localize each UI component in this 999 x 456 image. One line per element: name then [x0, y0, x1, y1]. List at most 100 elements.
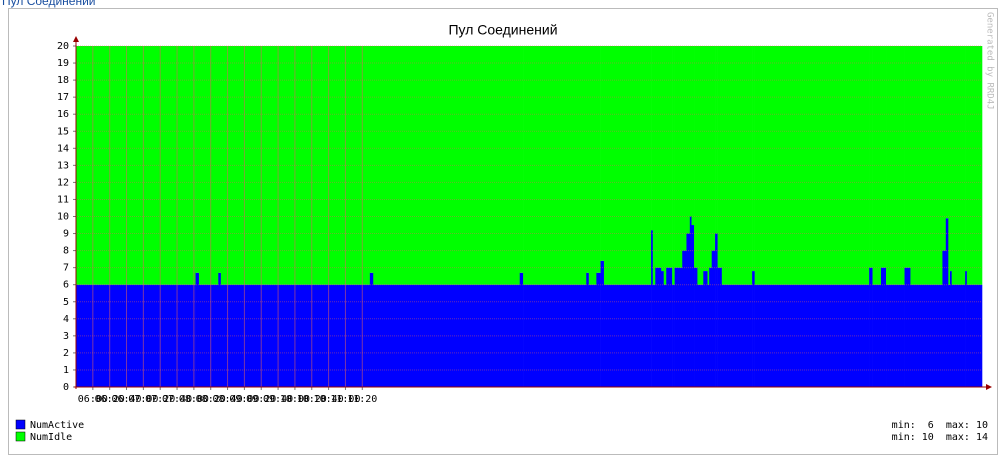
- area-segment: [694, 267, 698, 387]
- area-segment: [600, 46, 605, 261]
- area-segment: [666, 267, 673, 387]
- x-tick-label: 11:20: [347, 394, 377, 405]
- area-segment: [910, 46, 943, 285]
- area-segment: [373, 284, 521, 387]
- area-segment: [686, 46, 691, 234]
- area-segment: [872, 46, 882, 285]
- y-tick-label: 8: [63, 246, 69, 257]
- area-segment: [721, 284, 753, 387]
- area-segment: [717, 46, 723, 268]
- area-segment: [942, 46, 947, 251]
- area-segment: [519, 272, 524, 387]
- area-segment: [666, 46, 673, 268]
- area-segment: [76, 46, 196, 285]
- x-tick-label: 07:00: [128, 394, 158, 405]
- area-segment: [652, 284, 656, 387]
- y-tick-label: 13: [57, 160, 69, 171]
- area-segment: [709, 267, 713, 387]
- area-segment: [663, 46, 667, 285]
- area-segment: [523, 46, 587, 285]
- page-link[interactable]: Пул Соединений: [2, 0, 96, 8]
- area-segment: [965, 46, 968, 272]
- y-axis-arrow: [73, 36, 79, 42]
- area-segment: [904, 46, 911, 268]
- area-segment: [945, 218, 949, 387]
- area-segment: [904, 267, 911, 387]
- area-segment: [886, 284, 905, 387]
- y-tick-label: 10: [57, 212, 69, 223]
- area-segment: [655, 267, 662, 387]
- area-segment: [682, 250, 687, 387]
- area-segment: [195, 272, 200, 387]
- area-segment: [966, 46, 983, 285]
- area-segment: [948, 284, 951, 387]
- area-segment: [689, 46, 692, 217]
- x-tick-label: 08:40: [213, 394, 243, 405]
- x-tick-label: 09:00: [229, 394, 259, 405]
- y-tick-label: 0: [63, 382, 69, 393]
- area-segment: [717, 267, 723, 387]
- area-segment: [195, 46, 200, 273]
- y-tick-label: 12: [57, 177, 69, 188]
- y-tick-label: 5: [63, 297, 69, 308]
- area-segment: [715, 233, 718, 387]
- legend-stats: min: 10 max: 14: [892, 432, 988, 443]
- y-tick-label: 9: [63, 229, 69, 240]
- area-segment: [697, 284, 704, 387]
- area-segment: [950, 271, 952, 387]
- legend-label: NumActive: [30, 420, 84, 431]
- area-segment: [707, 284, 710, 387]
- area-segment: [596, 272, 601, 387]
- area-segment: [588, 46, 597, 285]
- y-tick-label: 19: [57, 58, 69, 69]
- x-tick-label: 06:40: [111, 394, 141, 405]
- area-segment: [966, 284, 983, 387]
- y-tick-label: 6: [63, 280, 69, 291]
- area-segment: [703, 271, 708, 387]
- area-segment: [600, 260, 605, 387]
- chart-title: Пул Соединений: [448, 22, 557, 38]
- area-segment: [661, 46, 665, 272]
- y-tick-label: 14: [57, 143, 69, 154]
- area-segment: [369, 46, 374, 273]
- area-segment: [703, 46, 708, 272]
- y-tick-label: 11: [57, 194, 69, 205]
- area-segment: [586, 46, 590, 273]
- y-tick-label: 18: [57, 75, 69, 86]
- area-segment: [369, 272, 374, 387]
- area-segment: [523, 284, 587, 387]
- area-segment: [752, 46, 755, 272]
- y-tick-label: 3: [63, 331, 69, 342]
- area-segment: [869, 267, 873, 387]
- area-segment: [596, 46, 601, 273]
- area-segment: [674, 46, 683, 268]
- x-tick-label: 08:00: [179, 394, 209, 405]
- area-segment: [880, 46, 887, 268]
- area-segment: [218, 272, 222, 387]
- area-segment: [752, 271, 755, 387]
- area-segment: [691, 225, 695, 387]
- area-segment: [754, 284, 870, 387]
- legend-stats: min: 6 max: 10: [892, 420, 988, 431]
- x-tick-label: 10:00: [280, 394, 310, 405]
- area-segment: [682, 46, 687, 251]
- area-segment: [651, 46, 654, 231]
- y-tick-label: 20: [57, 41, 69, 52]
- area-segment: [373, 46, 521, 285]
- x-tick-label: 06:20: [95, 394, 125, 405]
- area-segment: [689, 216, 692, 387]
- area-segment: [672, 46, 675, 285]
- area-segment: [519, 46, 524, 273]
- x-tick-label: 09:20: [246, 394, 276, 405]
- x-tick-label: 06:00: [78, 394, 108, 405]
- area-segment: [965, 271, 968, 387]
- area-segment: [603, 46, 652, 285]
- legend-label: NumIdle: [30, 432, 72, 443]
- area-segment: [951, 284, 966, 387]
- x-tick-label: 07:20: [145, 394, 175, 405]
- area-segment: [711, 46, 716, 251]
- area-segment: [686, 233, 691, 387]
- area-segment: [711, 250, 716, 387]
- y-tick-label: 1: [63, 365, 69, 376]
